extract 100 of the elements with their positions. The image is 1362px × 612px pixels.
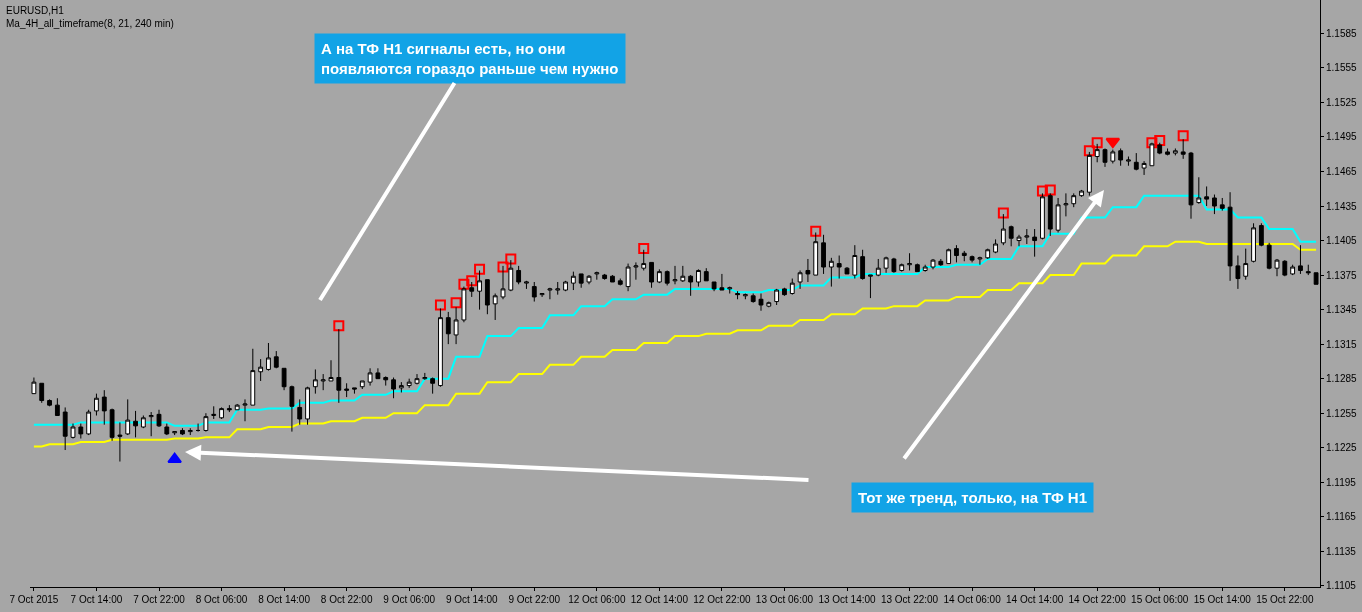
candlestick [312, 368, 318, 395]
x-tick-label: 9 Oct 14:00 [445, 594, 499, 605]
candlestick [140, 415, 146, 429]
candlestick [1274, 258, 1280, 277]
x-tick-label: 15 Oct 14:00 [1193, 594, 1252, 605]
candlestick [1102, 147, 1108, 168]
x-tick-label: 7 Oct 22:00 [133, 594, 186, 605]
candlestick [907, 252, 912, 271]
y-tick-label: 1.1465 [1326, 166, 1358, 177]
candlestick [54, 397, 60, 416]
candlestick [219, 406, 224, 420]
point [810, 225, 822, 237]
y-tick-label: 1.1405 [1326, 235, 1358, 247]
x-tick-label: 13 Oct 22:00 [880, 594, 939, 605]
x-tick-label: 14 Oct 06:00 [943, 594, 1002, 605]
candlestick [1040, 192, 1045, 240]
candlestick [164, 423, 170, 436]
candlestick [31, 377, 37, 395]
y-tick-label: 1.1315 [1326, 338, 1358, 350]
candlestick [782, 287, 787, 297]
candlestick [94, 393, 99, 416]
candlestick [461, 286, 467, 323]
candlestick [1282, 259, 1288, 277]
candlestick [1212, 194, 1217, 215]
point [450, 297, 462, 309]
candlestick [570, 271, 576, 291]
candlestick [203, 412, 209, 433]
candlestick [961, 250, 967, 262]
y-tick-label: 1.1525 [1326, 96, 1358, 108]
candlestick [508, 259, 514, 292]
candlestick [297, 398, 303, 426]
x-tick-label: 13 Oct 06:00 [755, 594, 814, 605]
y-tick-label: 1.1555 [1326, 62, 1358, 74]
candlestick [1071, 192, 1077, 208]
candlestick [1149, 142, 1155, 167]
candlestick [47, 398, 52, 407]
candlestick [1055, 197, 1061, 233]
candlestick [828, 257, 834, 288]
candlestick [148, 411, 154, 437]
candlestick [789, 278, 795, 296]
y-tick-label: 1.1135 [1326, 545, 1357, 557]
text: Ma_4H_all_timeframe(8, 21, 240 min) [6, 18, 174, 29]
candlestick [109, 408, 115, 442]
candlestick [735, 290, 740, 300]
y-tick-label: 1.1255 [1326, 407, 1358, 419]
candlestick [633, 261, 639, 281]
x-tick-label: 15 Oct 22:00 [1256, 594, 1314, 605]
candlestick [852, 244, 858, 280]
candlestick [117, 421, 123, 463]
candlestick [1141, 160, 1147, 176]
point [1036, 185, 1048, 197]
candlestick [359, 380, 365, 390]
candlestick [406, 378, 412, 389]
candlestick [758, 293, 764, 312]
y-tick-label: 1.1165 [1326, 511, 1357, 523]
candlestick [688, 274, 694, 297]
candlestick [1243, 248, 1249, 281]
candlestick [414, 373, 420, 385]
candlestick [938, 258, 944, 267]
candlestick [211, 405, 217, 420]
candlestick [899, 263, 905, 273]
point [505, 253, 517, 265]
x-tick-label: 9 Oct 06:00 [383, 594, 436, 605]
candlestick [78, 423, 84, 440]
candlestick [641, 249, 647, 271]
candlestick [1196, 176, 1202, 205]
candlestick [1094, 143, 1100, 163]
candlestick [883, 256, 889, 274]
candlestick [711, 281, 717, 292]
candlestick [180, 427, 185, 436]
candlestick [531, 281, 537, 303]
candlestick [500, 265, 506, 300]
x-tick-label: 14 Oct 22:00 [1068, 594, 1127, 605]
candlestick [305, 386, 310, 426]
candlestick [1290, 264, 1296, 276]
x-tick-label: 13 Oct 14:00 [818, 594, 877, 605]
candlestick [766, 301, 772, 308]
point [167, 452, 182, 463]
candlestick [797, 269, 803, 290]
x-tick-label: 12 Oct 14:00 [630, 594, 689, 605]
candlestick [1016, 234, 1022, 247]
candlestick [258, 358, 264, 382]
y-tick-label: 1.1285 [1326, 373, 1358, 385]
candlestick [524, 280, 529, 290]
candlestick [250, 348, 256, 406]
candlestick [1157, 142, 1163, 155]
candlestick [680, 265, 686, 283]
point [1091, 137, 1103, 149]
candlestick [344, 382, 350, 398]
x-tick-label: 8 Oct 14:00 [258, 594, 311, 605]
candlestick [1172, 147, 1178, 156]
candlestick [922, 264, 928, 273]
candlestick [273, 350, 279, 369]
candlestick [430, 377, 436, 395]
candlestick [1204, 185, 1210, 207]
candlestick [469, 281, 475, 298]
candlestick [1032, 228, 1038, 258]
candlestick [383, 377, 389, 387]
candlestick [860, 249, 866, 281]
candlestick [727, 286, 733, 294]
